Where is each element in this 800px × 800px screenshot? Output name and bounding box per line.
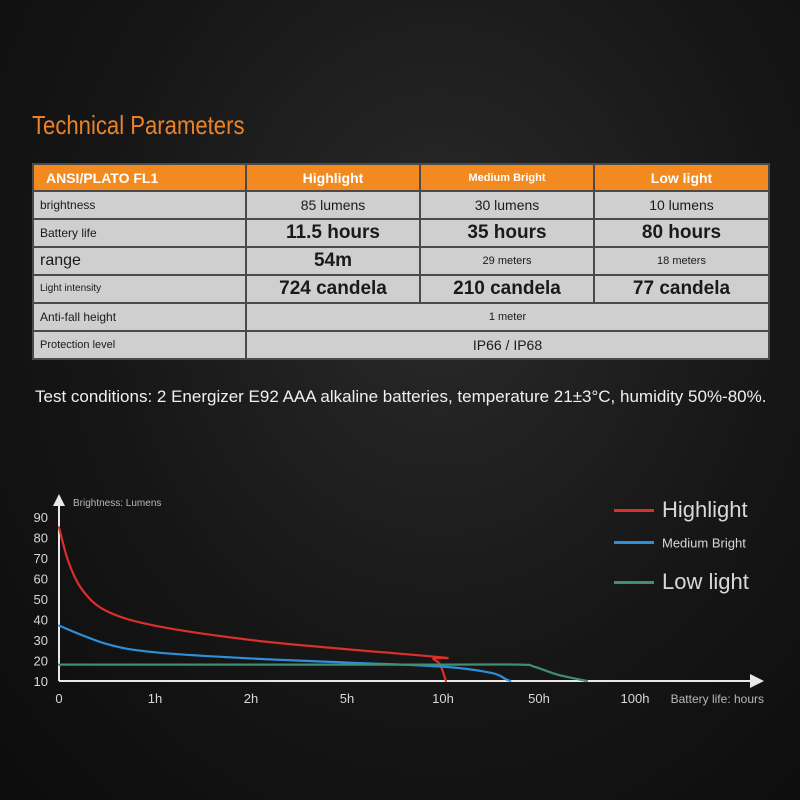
column-header: Highlight <box>245 163 421 192</box>
row-label: range <box>32 246 247 276</box>
x-tick-label: 10h <box>432 691 454 706</box>
spec-table: ANSI/PLATO FL1 Highlight Medium Bright L… <box>32 163 770 360</box>
table-row: Battery life 11.5 hours 35 hours 80 hour… <box>32 218 770 248</box>
table-cell: IP66 / IP68 <box>245 330 770 360</box>
row-label: Light intensity <box>32 274 247 304</box>
x-axis-arrow <box>750 674 764 688</box>
table-cell: 11.5 hours <box>245 218 421 248</box>
y-tick-label: 30 <box>34 633 48 648</box>
column-header: ANSI/PLATO FL1 <box>32 163 247 192</box>
legend-swatch <box>614 580 654 584</box>
table-cell: 54m <box>245 246 421 276</box>
table-cell: 210 candela <box>419 274 595 304</box>
series-line-low-light <box>57 663 589 683</box>
legend-swatch <box>614 508 654 512</box>
y-tick-label: 40 <box>34 613 48 628</box>
table-row: Protection level IP66 / IP68 <box>32 330 770 360</box>
table-row: range 54m 29 meters 18 meters <box>32 246 770 276</box>
table-cell: 80 hours <box>593 218 770 248</box>
legend-item-low: Low light <box>614 569 749 595</box>
table-row: brightness 85 lumens 30 lumens 10 lumens <box>32 190 770 220</box>
test-conditions: Test conditions: 2 Energizer E92 AAA alk… <box>35 387 767 406</box>
y-tick-label: 70 <box>34 551 48 566</box>
table-cell: 724 candela <box>245 274 421 304</box>
table-header-row: ANSI/PLATO FL1 Highlight Medium Bright L… <box>32 163 770 192</box>
column-header: Medium Bright <box>419 163 595 192</box>
column-header: Low light <box>593 163 770 192</box>
x-tick-label: 50h <box>528 691 550 706</box>
legend-label: Highlight <box>662 497 748 522</box>
battery-chart: 10 20 30 40 50 60 70 80 90 0 1h 2h 5h 10h 50h 100h Brigh… <box>34 494 764 706</box>
row-label: Anti-fall height <box>32 302 247 332</box>
x-tick-label: 0 <box>55 691 62 706</box>
legend-swatch <box>614 541 654 545</box>
row-label: brightness <box>32 190 247 220</box>
y-tick-label: 90 <box>34 510 48 525</box>
table-row: Anti-fall height 1 meter <box>32 302 770 332</box>
legend-label: Medium Bright <box>662 535 746 551</box>
table-cell: 18 meters <box>593 246 770 276</box>
table-cell: 77 candela <box>593 274 770 304</box>
x-tick-label: 1h <box>148 691 162 706</box>
y-tick-label: 10 <box>34 674 48 689</box>
table-cell: 30 lumens <box>419 190 595 220</box>
table-cell: 10 lumens <box>593 190 770 220</box>
row-label: Protection level <box>32 330 247 360</box>
table-cell: 85 lumens <box>245 190 421 220</box>
x-tick-label: 2h <box>244 691 258 706</box>
legend-label: Low light <box>662 569 749 594</box>
x-axis-label: Battery life: hours <box>671 692 764 706</box>
series-line-medium-bright <box>57 624 512 683</box>
row-label: Battery life <box>32 218 247 248</box>
x-tick-label: 5h <box>340 691 354 706</box>
y-axis-label: Brightness: Lumens <box>73 498 161 509</box>
legend-item-medium: Medium Bright <box>614 534 746 552</box>
y-tick-label: 60 <box>34 572 48 587</box>
y-axis-arrow <box>53 494 65 506</box>
table-cell: 29 meters <box>419 246 595 276</box>
y-tick-label: 80 <box>34 531 48 546</box>
table-cell: 35 hours <box>419 218 595 248</box>
table-row: Light intensity 724 candela 210 candela … <box>32 274 770 304</box>
page-title: Technical Parameters <box>32 110 245 140</box>
series-line-highlight <box>57 526 449 683</box>
y-tick-label: 50 <box>34 592 48 607</box>
x-tick-label: 100h <box>621 691 650 706</box>
legend-item-highlight: Highlight <box>614 497 748 523</box>
y-tick-label: 20 <box>34 654 48 669</box>
table-cell: 1 meter <box>245 302 770 332</box>
